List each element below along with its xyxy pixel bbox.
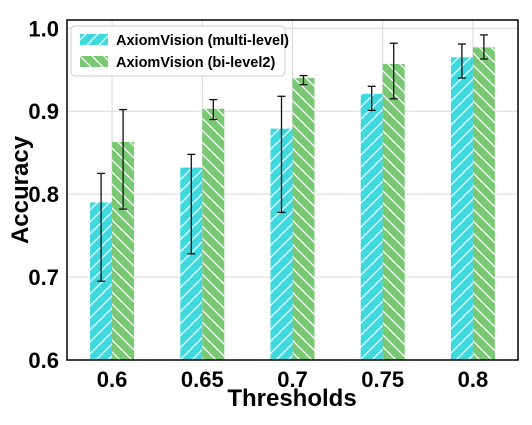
legend-label-bi-level2: AxiomVision (bi-level2) [116,55,275,71]
bar-hatch [180,167,203,360]
bar-hatch [382,63,405,360]
error-bar [209,98,218,121]
bar-hatch [112,141,135,360]
x-tick-label: 0.6 [97,367,128,392]
bar-hatch [450,57,473,360]
error-bar [367,85,376,112]
legend-swatch-multi-level-hatch [80,34,108,45]
y-axis-title: Accuracy [7,135,34,244]
plot-frame [66,19,519,361]
error-bar [299,74,308,86]
error-bar [479,34,488,60]
legend-label-multi-level: AxiomVision (multi-level) [116,33,289,49]
legend-box [70,25,286,77]
error-bar [119,108,128,210]
bar-hatch [360,93,383,361]
error-bar [457,43,466,79]
bar-hatch [472,47,495,361]
legend-swatch-bi-level2-hatch [80,56,108,67]
error-bar [97,172,106,282]
x-tick-label: 0.7 [277,367,308,392]
x-tick-label: 0.8 [458,367,489,392]
error-bar [389,42,398,100]
legend: AxiomVision (multi-level) AxiomVision (b… [70,25,289,77]
x-tick-label: 0.75 [361,367,404,392]
y-tick-label: 1.0 [28,16,59,41]
y-tick-label: 0.6 [28,348,59,373]
error-bar [277,95,286,214]
error-bars [97,34,488,282]
bar-hatch [270,128,293,360]
y-tick-labels: 0.6 0.7 0.8 0.9 1.0 [28,16,59,373]
error-bar [187,153,196,255]
x-axis-title: Thresholds [227,385,356,412]
bar-hatch [202,108,225,360]
x-tick-label: 0.65 [181,367,224,392]
bar-hatch [292,78,315,361]
x-tick-labels: 0.6 0.65 0.7 0.75 0.8 [97,367,488,392]
y-tick-label: 0.7 [28,265,59,290]
y-tick-label: 0.9 [28,99,59,124]
y-tick-label: 0.8 [28,182,59,207]
bars [90,47,495,361]
